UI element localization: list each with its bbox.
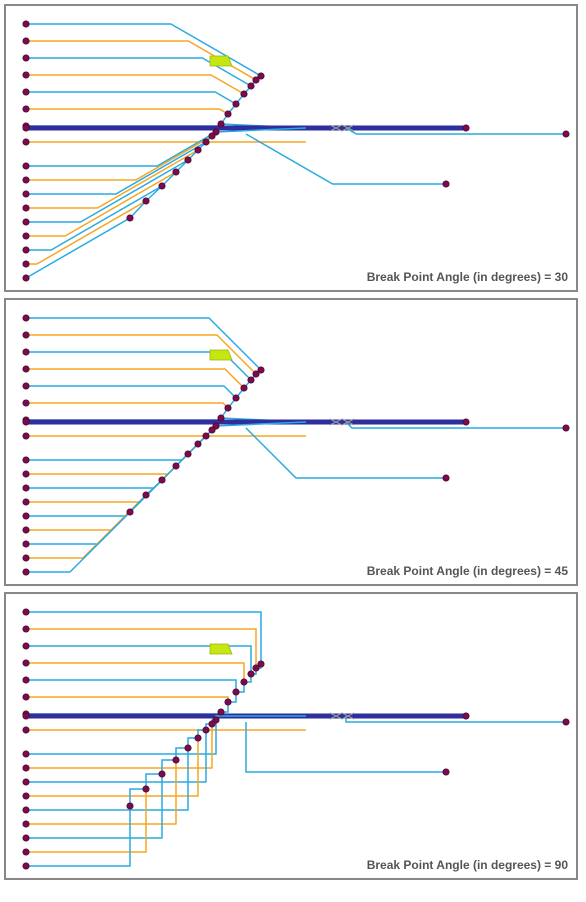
panel-caption: Break Point Angle (in degrees) = 90 <box>367 858 568 872</box>
diagram-panel: Break Point Angle (in degrees) = 45 <box>4 298 578 586</box>
panel-caption: Break Point Angle (in degrees) = 45 <box>367 564 568 578</box>
diagram-panel: Break Point Angle (in degrees) = 30 <box>4 4 578 292</box>
diagram-panel: Break Point Angle (in degrees) = 90 <box>4 592 578 880</box>
track-diagram <box>6 300 576 584</box>
track-diagram <box>6 6 576 290</box>
track-diagram <box>6 594 576 878</box>
panels-container: Break Point Angle (in degrees) = 30 Break… <box>4 4 582 880</box>
panel-caption: Break Point Angle (in degrees) = 30 <box>367 270 568 284</box>
